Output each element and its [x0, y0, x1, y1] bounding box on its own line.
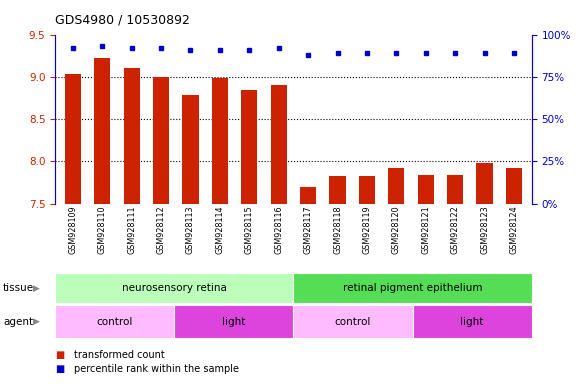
- Text: GSM928123: GSM928123: [480, 205, 489, 254]
- Bar: [447, 175, 463, 204]
- Bar: [476, 163, 493, 204]
- Text: percentile rank within the sample: percentile rank within the sample: [74, 364, 239, 374]
- Bar: [55, 305, 174, 338]
- Bar: [153, 77, 169, 204]
- Text: GSM928112: GSM928112: [156, 205, 166, 254]
- Bar: [359, 177, 375, 204]
- Text: agent: agent: [3, 316, 33, 327]
- Text: GSM928113: GSM928113: [186, 205, 195, 254]
- Text: GSM928117: GSM928117: [304, 205, 313, 254]
- Text: GSM928111: GSM928111: [127, 205, 136, 254]
- Bar: [64, 74, 81, 204]
- Bar: [174, 305, 293, 338]
- Text: GSM928121: GSM928121: [421, 205, 431, 254]
- Bar: [293, 273, 532, 303]
- Bar: [124, 68, 140, 204]
- Bar: [300, 187, 316, 204]
- Text: GSM928118: GSM928118: [333, 205, 342, 254]
- Bar: [413, 305, 532, 338]
- Text: tissue: tissue: [3, 283, 34, 293]
- Text: control: control: [335, 316, 371, 327]
- Text: retinal pigment epithelium: retinal pigment epithelium: [343, 283, 482, 293]
- Text: GSM928116: GSM928116: [274, 205, 283, 254]
- Text: GSM928122: GSM928122: [451, 205, 460, 254]
- Text: control: control: [96, 316, 133, 327]
- Bar: [212, 78, 228, 204]
- Text: GDS4980 / 10530892: GDS4980 / 10530892: [55, 14, 190, 27]
- Text: GSM928110: GSM928110: [98, 205, 107, 254]
- Text: transformed count: transformed count: [74, 350, 164, 360]
- Bar: [293, 305, 413, 338]
- Bar: [418, 175, 434, 204]
- Text: GSM928114: GSM928114: [216, 205, 224, 254]
- Text: light: light: [222, 316, 246, 327]
- Text: GSM928115: GSM928115: [245, 205, 254, 254]
- Bar: [182, 95, 199, 204]
- Bar: [506, 168, 522, 204]
- Text: GSM928109: GSM928109: [69, 205, 77, 254]
- Bar: [388, 168, 404, 204]
- Bar: [241, 90, 257, 204]
- Text: ■: ■: [55, 350, 64, 360]
- Bar: [271, 85, 287, 204]
- Text: neurosensory retina: neurosensory retina: [122, 283, 227, 293]
- Text: ■: ■: [55, 364, 64, 374]
- Text: GSM928120: GSM928120: [392, 205, 401, 254]
- Text: GSM928119: GSM928119: [363, 205, 371, 254]
- Text: ▶: ▶: [33, 283, 40, 293]
- Bar: [55, 273, 293, 303]
- Text: GSM928124: GSM928124: [510, 205, 518, 254]
- Bar: [94, 58, 110, 204]
- Text: ▶: ▶: [33, 317, 40, 326]
- Text: light: light: [460, 316, 484, 327]
- Bar: [329, 177, 346, 204]
